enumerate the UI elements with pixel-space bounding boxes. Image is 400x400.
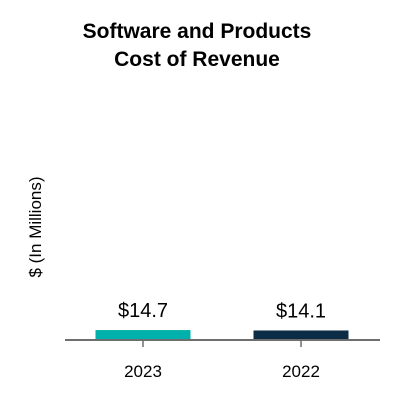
x-tick-label-2023: 2023: [124, 362, 162, 381]
chart-title-line-2: Cost of Revenue: [114, 48, 280, 71]
bar-2023: [95, 330, 191, 340]
x-tick-label-2022: 2022: [282, 362, 320, 381]
ticks-group: 2023 2022: [124, 340, 320, 381]
y-axis-label: $ (In Millions): [26, 176, 45, 277]
chart-title-line-1: Software and Products: [83, 20, 312, 43]
value-label-2023: $14.7: [118, 300, 168, 322]
value-label-2022: $14.1: [276, 300, 326, 322]
bars-group: $14.7 $14.1: [95, 300, 349, 340]
bar-2022: [253, 330, 349, 340]
